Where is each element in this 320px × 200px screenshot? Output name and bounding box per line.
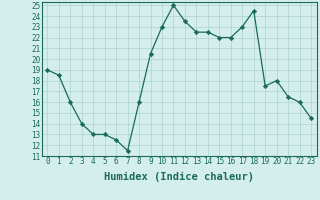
X-axis label: Humidex (Indice chaleur): Humidex (Indice chaleur): [104, 172, 254, 182]
